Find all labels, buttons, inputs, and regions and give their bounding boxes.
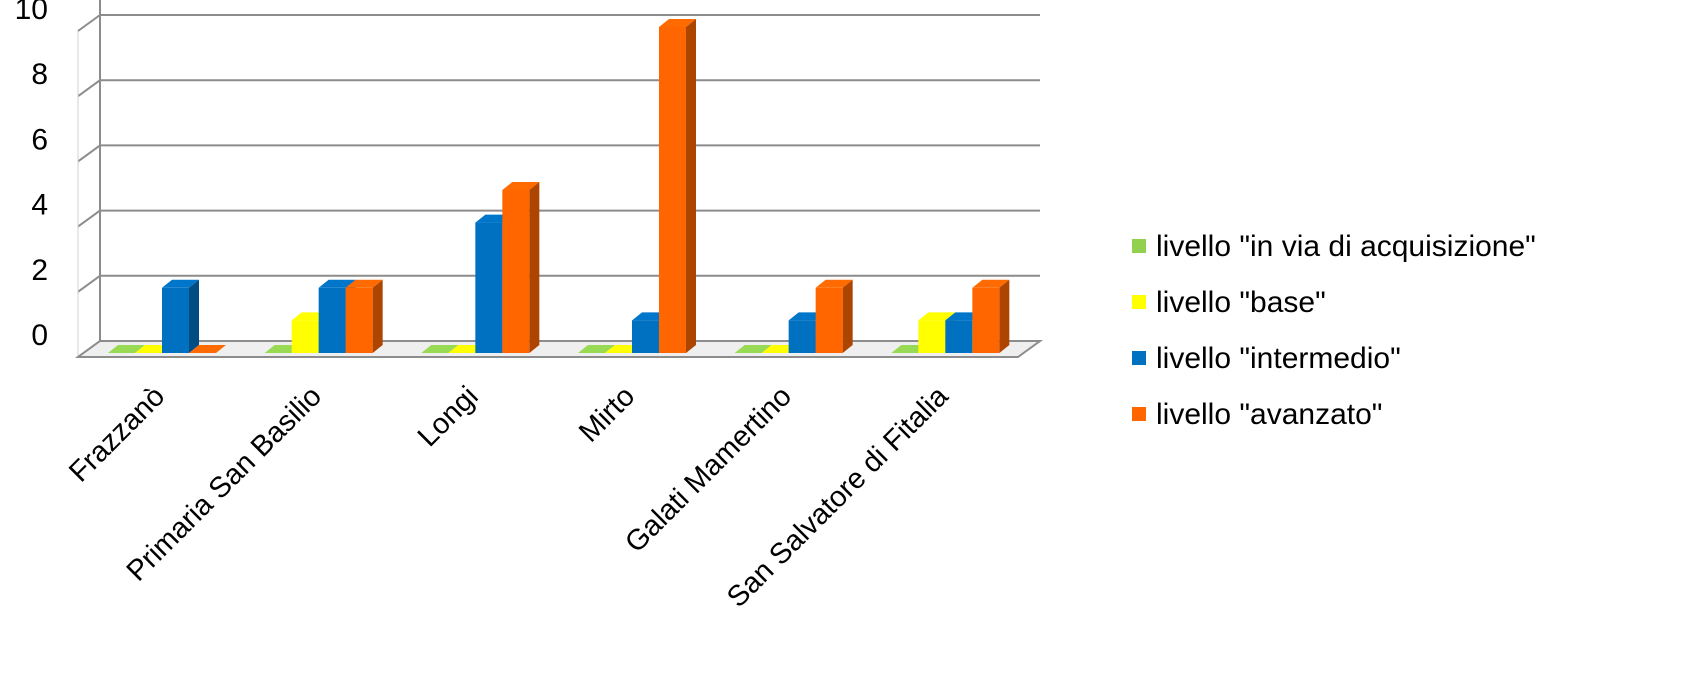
bar bbox=[659, 19, 696, 353]
legend: livello "in via di acquisizione" livello… bbox=[1132, 230, 1536, 431]
bar bbox=[578, 345, 615, 353]
bar bbox=[972, 279, 1010, 353]
y-tick-labels: 0 2 4 6 8 10 bbox=[15, 0, 48, 352]
bar bbox=[421, 345, 459, 353]
x-category-label: Longi bbox=[412, 380, 485, 453]
legend-swatch bbox=[1132, 239, 1146, 253]
gridlines bbox=[77, 0, 1040, 358]
y-tick-label: 4 bbox=[31, 189, 48, 222]
legend-swatch bbox=[1132, 351, 1146, 365]
legend-entry: livello "in via di acquisizione" bbox=[1156, 230, 1536, 263]
legend-entry: livello "intermedio" bbox=[1156, 342, 1401, 375]
y-tick-label: 8 bbox=[31, 58, 48, 91]
legend-swatch bbox=[1132, 295, 1146, 309]
bar bbox=[502, 182, 540, 353]
x-category-label: Frazzanò bbox=[63, 380, 171, 488]
legend-entry: livello "base" bbox=[1156, 286, 1326, 319]
y-tick-label: 6 bbox=[31, 123, 48, 156]
bar bbox=[815, 279, 853, 353]
x-category-labels: Frazzanò Primaria San Basilio Longi Mirt… bbox=[63, 380, 955, 614]
legend-swatch bbox=[1132, 407, 1146, 421]
y-tick-label: 2 bbox=[31, 254, 48, 287]
bar bbox=[189, 345, 226, 353]
bar bbox=[345, 279, 383, 353]
y-tick-label: 0 bbox=[31, 319, 48, 352]
y-tick-label: 10 bbox=[15, 0, 48, 26]
bar bbox=[734, 345, 772, 353]
chart-back-wall bbox=[100, 0, 1040, 341]
bar bbox=[108, 345, 145, 353]
chart-floor bbox=[74, 340, 1044, 358]
x-category-label: Mirto bbox=[573, 380, 641, 448]
x-category-label: Galati Mamertino bbox=[619, 380, 798, 559]
legend-entry: livello "avanzato" bbox=[1156, 398, 1382, 431]
bars bbox=[108, 19, 1010, 353]
bar bbox=[162, 279, 199, 353]
